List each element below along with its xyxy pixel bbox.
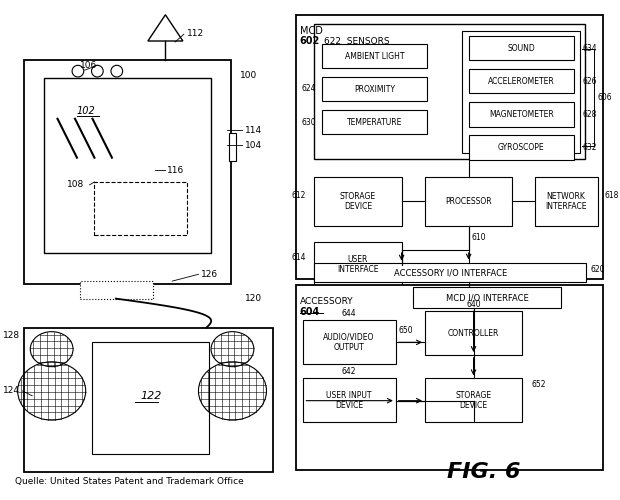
FancyBboxPatch shape [24,328,273,472]
Text: SOUND: SOUND [507,44,535,54]
Text: TEMPERATURE: TEMPERATURE [347,118,402,127]
FancyBboxPatch shape [24,60,231,284]
FancyBboxPatch shape [322,77,427,102]
Text: 126: 126 [202,270,218,279]
Text: 618: 618 [604,191,619,200]
Text: NETWORK
INTERFACE: NETWORK INTERFACE [545,192,587,211]
Text: 122: 122 [140,391,161,401]
FancyBboxPatch shape [314,242,402,286]
Text: 630: 630 [301,118,316,127]
FancyBboxPatch shape [322,44,427,68]
Text: 112: 112 [187,28,204,38]
Text: 602: 602 [299,36,320,46]
FancyBboxPatch shape [229,134,236,160]
Text: 100: 100 [241,70,257,80]
FancyBboxPatch shape [44,78,211,253]
FancyBboxPatch shape [322,110,427,134]
Text: 634: 634 [582,44,597,54]
FancyBboxPatch shape [414,287,561,308]
Text: MCD: MCD [299,26,322,36]
Text: 604: 604 [299,308,320,318]
FancyBboxPatch shape [314,177,402,226]
Text: 650: 650 [398,326,413,335]
Text: FIG. 6: FIG. 6 [446,462,520,481]
Text: 644: 644 [342,309,356,318]
Text: 624: 624 [301,84,316,93]
FancyBboxPatch shape [314,262,587,282]
Text: 108: 108 [67,180,84,190]
Text: 628: 628 [582,110,597,120]
Text: ACCELEROMETER: ACCELEROMETER [488,78,554,86]
FancyBboxPatch shape [92,342,209,454]
Text: 612: 612 [292,191,306,200]
Text: STORAGE
DEVICE: STORAGE DEVICE [456,391,492,410]
Text: ACCESSORY: ACCESSORY [299,296,353,306]
Text: Quelle: United States Patent and Trademark Office: Quelle: United States Patent and Tradema… [15,477,244,486]
Text: PROCESSOR: PROCESSOR [445,197,492,206]
Text: 640: 640 [466,300,481,310]
FancyBboxPatch shape [469,36,574,60]
Text: AMBIENT LIGHT: AMBIENT LIGHT [345,52,404,61]
Text: 652: 652 [532,380,546,388]
Text: 124: 124 [2,386,20,396]
FancyBboxPatch shape [80,281,153,298]
Text: 622  SENSORS: 622 SENSORS [324,37,389,46]
Text: PROXIMITY: PROXIMITY [354,85,395,94]
Text: 116: 116 [167,166,185,175]
FancyBboxPatch shape [314,24,585,158]
FancyBboxPatch shape [296,285,603,470]
FancyBboxPatch shape [296,15,603,279]
Text: 620: 620 [590,265,604,274]
FancyBboxPatch shape [469,69,574,94]
Text: GYROSCOPE: GYROSCOPE [498,144,544,152]
Text: 102: 102 [77,106,95,116]
Text: 610: 610 [472,232,486,241]
FancyBboxPatch shape [425,378,522,422]
Text: 128: 128 [2,331,20,340]
Text: 120: 120 [245,294,262,303]
Text: 626: 626 [582,78,597,86]
Text: 104: 104 [245,140,262,149]
Text: 114: 114 [245,126,262,135]
Text: 614: 614 [292,254,306,262]
FancyBboxPatch shape [462,32,580,153]
FancyBboxPatch shape [535,177,598,226]
Text: 606: 606 [598,93,613,102]
Text: 632: 632 [582,144,597,152]
Text: 642: 642 [342,368,356,376]
FancyBboxPatch shape [303,378,396,422]
Text: CONTROLLER: CONTROLLER [448,329,499,338]
Text: MCD I/O INTERFACE: MCD I/O INTERFACE [446,293,528,302]
FancyBboxPatch shape [425,177,512,226]
FancyBboxPatch shape [469,102,574,126]
FancyBboxPatch shape [469,136,574,160]
Text: USER
INTERFACE: USER INTERFACE [337,255,379,274]
Text: USER INPUT
DEVICE: USER INPUT DEVICE [326,391,372,410]
FancyBboxPatch shape [303,320,396,364]
Text: STORAGE
DEVICE: STORAGE DEVICE [340,192,376,211]
Text: AUDIO/VIDEO
OUTPUT: AUDIO/VIDEO OUTPUT [324,332,375,352]
Text: MAGNETOMETER: MAGNETOMETER [489,110,554,120]
FancyBboxPatch shape [425,311,522,355]
Text: 106: 106 [80,61,97,70]
Text: ACCESSORY I/O INTERFACE: ACCESSORY I/O INTERFACE [394,269,507,278]
FancyBboxPatch shape [94,182,187,236]
